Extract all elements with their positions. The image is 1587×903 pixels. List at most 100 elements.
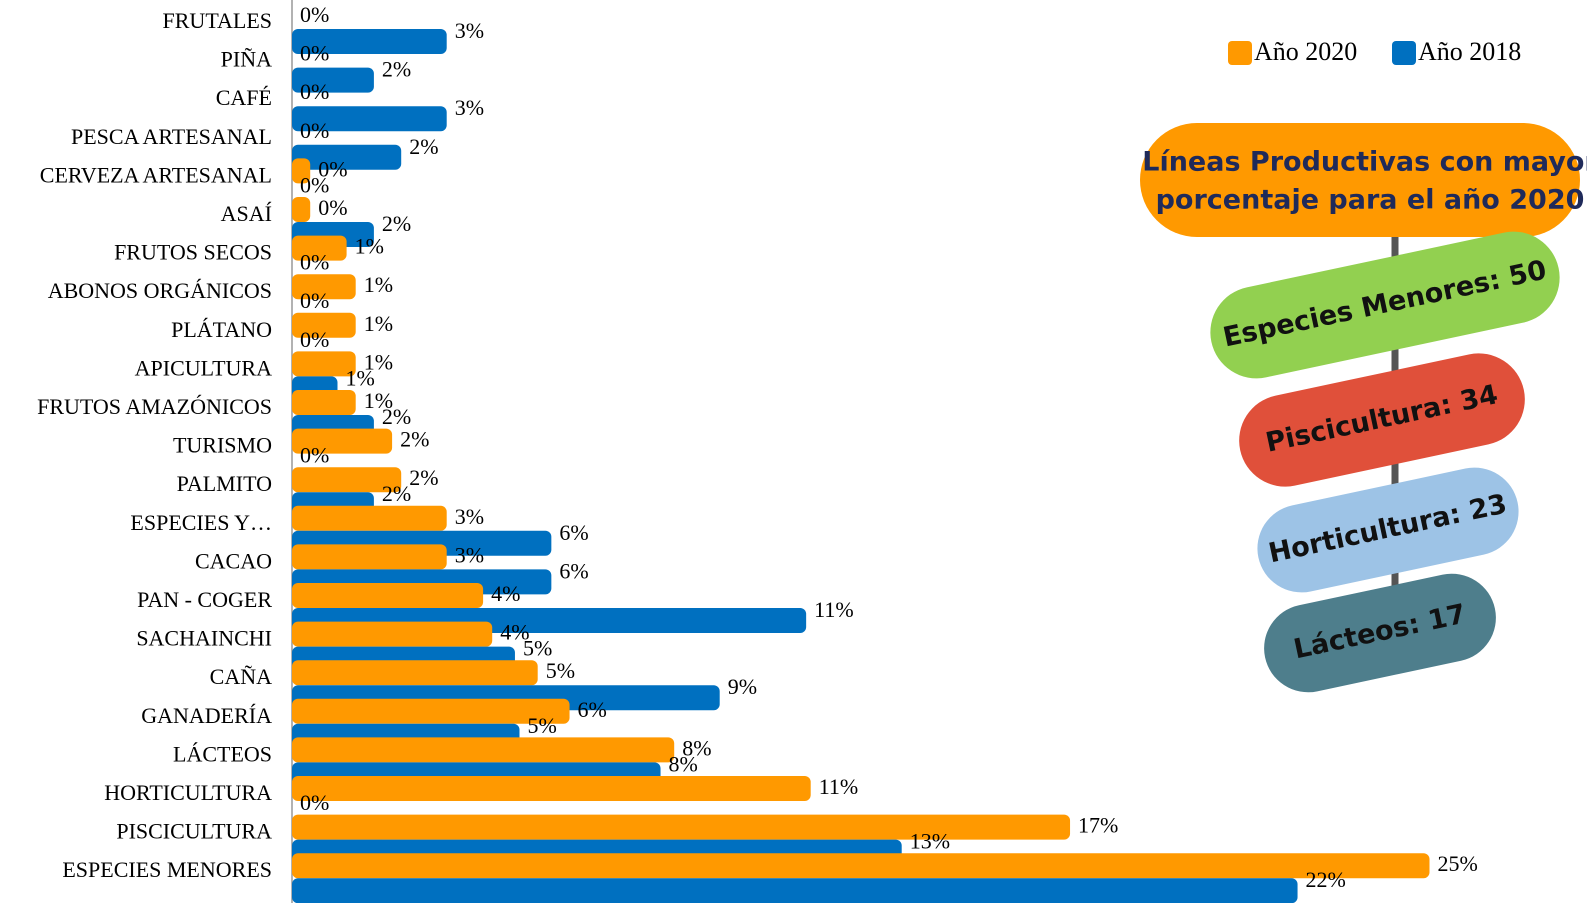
- bar: [292, 878, 1298, 903]
- bar: [292, 351, 356, 377]
- value-label: 1%: [364, 388, 393, 413]
- info-pill: [1257, 467, 1519, 593]
- bar: [292, 583, 484, 608]
- legend-swatch: [1228, 41, 1252, 65]
- legend-label: Año 2020: [1254, 37, 1357, 66]
- legend-label: Año 2018: [1418, 37, 1521, 66]
- category-label: SACHAINCHI: [136, 626, 272, 651]
- category-label: CAÑA: [210, 664, 272, 689]
- category-label: PESCA ARTESANAL: [71, 124, 272, 149]
- info-title: Líneas Productivas con mayor: [1142, 147, 1587, 178]
- value-label: 5%: [528, 713, 557, 738]
- bar: [292, 621, 493, 647]
- value-label: 1%: [355, 234, 384, 259]
- category-label: PAN - COGER: [137, 587, 272, 612]
- value-label: 17%: [1078, 813, 1118, 838]
- bar: [292, 235, 347, 261]
- category-label: ESPECIES MENORES: [62, 857, 272, 882]
- bar: [292, 505, 447, 531]
- category-label: HORTICULTURA: [104, 780, 272, 805]
- value-label: 2%: [382, 57, 411, 82]
- category-label: APICULTURA: [135, 355, 272, 380]
- value-label: 0%: [300, 288, 329, 313]
- info-pill: [1239, 353, 1525, 487]
- value-label: 8%: [669, 751, 698, 776]
- bar: [292, 776, 811, 801]
- value-label: 0%: [300, 172, 329, 197]
- bar: [292, 390, 356, 415]
- bar: [292, 274, 356, 300]
- category-label: FRUTOS SECOS: [114, 240, 272, 265]
- value-label: 11%: [819, 774, 859, 799]
- bar: [292, 814, 1071, 840]
- category-label: PISCICULTURA: [116, 819, 272, 844]
- value-label: 0%: [300, 41, 329, 66]
- value-label: 2%: [382, 211, 411, 236]
- bar: [292, 698, 570, 724]
- info-title: porcentaje para el año 2020: [1156, 185, 1585, 216]
- value-label: 0%: [318, 156, 347, 181]
- category-label: ABONOS ORGÁNICOS: [48, 278, 272, 303]
- bar: [292, 29, 447, 54]
- bar: [292, 106, 447, 132]
- value-label: 0%: [300, 79, 329, 104]
- value-label: 25%: [1438, 851, 1478, 876]
- value-label: 3%: [455, 18, 484, 43]
- category-label: PIÑA: [221, 47, 272, 72]
- value-label: 0%: [300, 443, 329, 468]
- bar: [292, 312, 356, 338]
- category-label: LÁCTEOS: [173, 741, 272, 766]
- bar: [292, 158, 311, 184]
- value-label: 3%: [455, 504, 484, 529]
- value-label: 1%: [364, 272, 393, 297]
- bar: [292, 467, 402, 493]
- value-label: 9%: [728, 674, 757, 699]
- category-label: CACAO: [195, 548, 272, 573]
- value-label: 11%: [814, 597, 854, 622]
- value-label: 0%: [300, 327, 329, 352]
- value-label: 4%: [500, 620, 529, 645]
- info-item: Lácteos: 17: [1264, 573, 1496, 693]
- value-label: 2%: [400, 427, 429, 452]
- value-label: 2%: [409, 134, 438, 159]
- value-label: 0%: [300, 250, 329, 275]
- bar: [292, 428, 393, 454]
- value-label: 2%: [382, 481, 411, 506]
- category-label: ASAÍ: [221, 201, 272, 226]
- bar: [292, 67, 374, 93]
- category-label: FRUTOS AMAZÓNICOS: [37, 394, 272, 419]
- value-label: 6%: [559, 558, 588, 583]
- info-pill: [1264, 573, 1496, 693]
- category-label: CAFÉ: [216, 85, 272, 110]
- bar: [292, 660, 538, 686]
- category-label: TURISMO: [173, 433, 272, 458]
- value-label: 5%: [546, 658, 575, 683]
- bar: [292, 737, 675, 763]
- value-label: 0%: [300, 2, 329, 27]
- value-label: 3%: [455, 95, 484, 120]
- value-label: 8%: [682, 735, 711, 760]
- info-pill: [1210, 231, 1560, 379]
- category-label: CERVEZA ARTESANAL: [40, 162, 272, 187]
- value-label: 0%: [318, 195, 347, 220]
- category-label: GANADERÍA: [141, 703, 272, 728]
- value-label: 1%: [346, 365, 375, 390]
- value-label: 4%: [491, 581, 520, 606]
- value-label: 0%: [300, 790, 329, 815]
- info-item: Piscicultura: 34: [1239, 353, 1525, 487]
- value-label: 0%: [300, 118, 329, 143]
- legend-swatch: [1392, 41, 1416, 65]
- value-label: 3%: [455, 542, 484, 567]
- info-item: Especies Menores: 50: [1210, 231, 1560, 379]
- value-label: 6%: [578, 697, 607, 722]
- bar: [292, 853, 1430, 879]
- value-label: 6%: [559, 520, 588, 545]
- value-label: 1%: [364, 311, 393, 336]
- bar: [292, 144, 402, 170]
- category-label: PALMITO: [177, 471, 272, 496]
- bar: [292, 197, 311, 222]
- value-label: 13%: [910, 829, 950, 854]
- value-label: 5%: [523, 636, 552, 661]
- category-label: PLÁTANO: [171, 317, 272, 342]
